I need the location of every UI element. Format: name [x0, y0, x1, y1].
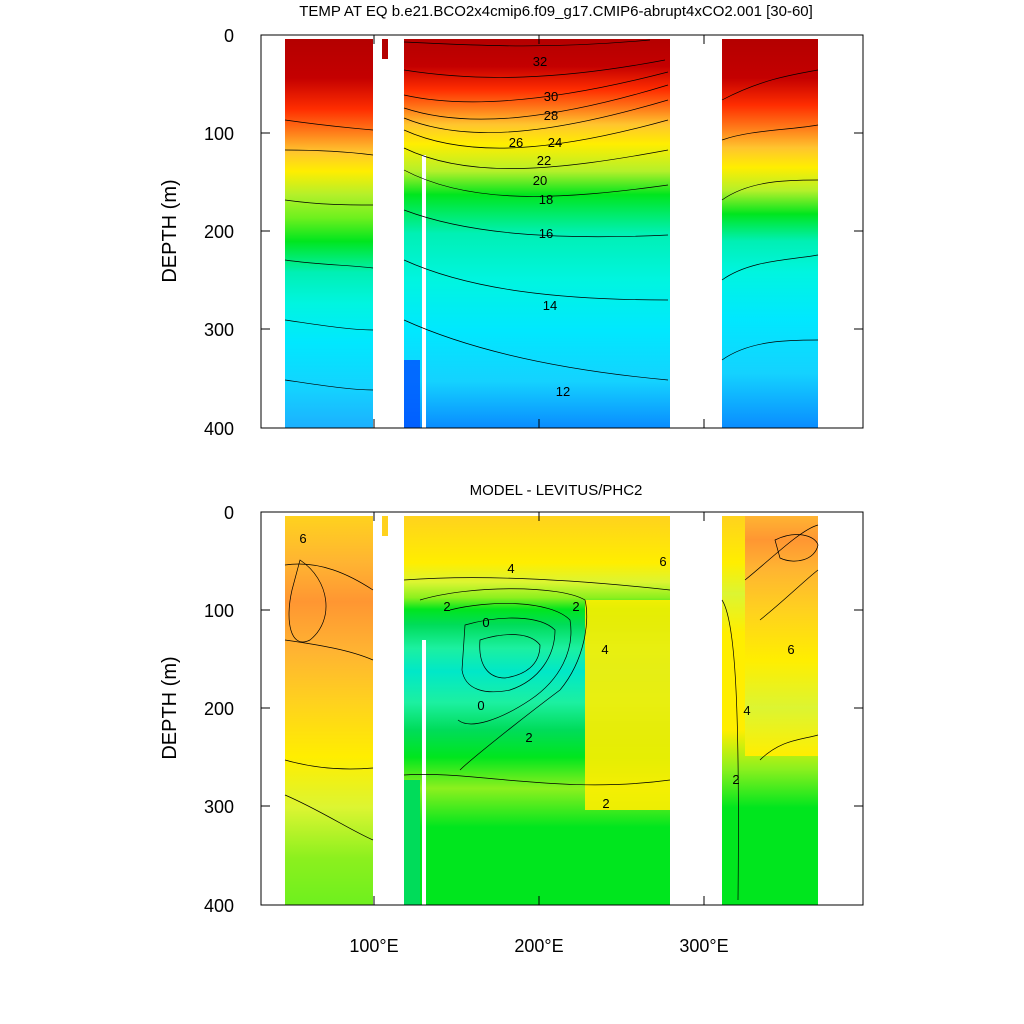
y-tick-label: 300 [204, 797, 234, 817]
contour-label: 6 [787, 642, 794, 657]
contour-label: 20 [533, 173, 547, 188]
y-tick-labels-top: 0 100 200 300 400 [204, 26, 234, 439]
contour-label: 22 [537, 153, 551, 168]
contour-label: 2 [602, 796, 609, 811]
fill-region-east [722, 39, 818, 428]
heatmap-fill-top [285, 39, 818, 428]
gap-strip [422, 155, 426, 428]
contour-label: 30 [544, 89, 558, 104]
panel-top: TEMP AT EQ b.e21.BCO2x4cmip6.f09_g17.CMI… [159, 3, 864, 439]
y-tick-label: 100 [204, 601, 234, 621]
contour-label: 6 [299, 531, 306, 546]
y-tick-label: 400 [204, 419, 234, 439]
contour-label: 2 [732, 772, 739, 787]
y-tick-label: 400 [204, 896, 234, 916]
fill-region-west [285, 39, 373, 428]
y-tick-label: 300 [204, 320, 234, 340]
y-axis-label-bottom: DEPTH (m) [159, 656, 181, 759]
fill-region-central [404, 39, 670, 428]
contour-label: 4 [743, 703, 750, 718]
x-ticks-top [373, 35, 705, 428]
contour-label: 4 [601, 642, 608, 657]
y-tick-label: 100 [204, 124, 234, 144]
heatmap-fill-bottom [285, 516, 818, 905]
fill-region-central-east [585, 600, 670, 810]
contour-label: 0 [482, 615, 489, 630]
contour-label: 2 [572, 599, 579, 614]
y-tick-labels-bottom: 0 100 200 300 400 [204, 503, 234, 916]
y-axis-label-top: DEPTH (m) [159, 179, 181, 282]
contours-bottom [284, 524, 819, 901]
contour-labels-top: 32 30 28 26 24 22 20 18 16 14 12 [509, 54, 570, 399]
contour-label: 2 [525, 730, 532, 745]
x-tick-label: 200°E [514, 936, 563, 956]
contour-label: 6 [659, 554, 666, 569]
y-ticks-bottom [261, 511, 863, 906]
contour-label: 18 [539, 192, 553, 207]
contour-label: 26 [509, 135, 523, 150]
gap-strip [422, 640, 426, 905]
y-tick-label: 200 [204, 699, 234, 719]
fill-region-east-warm [745, 516, 818, 756]
x-tick-label: 300°E [679, 936, 728, 956]
contour-label: 16 [539, 226, 553, 241]
contour-label: 28 [544, 108, 558, 123]
contour-label: 4 [507, 561, 514, 576]
y-tick-label: 0 [224, 503, 234, 523]
contour-labels-bottom: 6 4 6 2 2 0 4 6 0 4 2 2 2 [299, 531, 794, 811]
contour-label: 2 [443, 599, 450, 614]
contour-label: 32 [533, 54, 547, 69]
y-tick-label: 0 [224, 26, 234, 46]
contour-label: 12 [556, 384, 570, 399]
panel-bottom: MODEL - LEVITUS/PHC2 [159, 482, 864, 956]
chart-title-bottom: MODEL - LEVITUS/PHC2 [470, 482, 643, 499]
x-tick-labels-bottom: 100°E 200°E 300°E [349, 936, 728, 956]
x-tick-label: 100°E [349, 936, 398, 956]
green-strip-west [404, 780, 420, 905]
contour-label: 0 [477, 698, 484, 713]
contour-label: 24 [548, 135, 562, 150]
contours-top [284, 39, 819, 391]
chart-title-top: TEMP AT EQ b.e21.BCO2x4cmip6.f09_g17.CMI… [299, 3, 813, 20]
contour-label: 14 [543, 298, 557, 313]
fill-region-strip [382, 39, 388, 59]
fill-region-strip [382, 516, 388, 536]
y-tick-label: 200 [204, 222, 234, 242]
y-ticks-top [261, 34, 863, 429]
fill-region-west [285, 516, 373, 905]
x-ticks-bottom [373, 512, 705, 905]
deep-blue-west [404, 360, 420, 428]
